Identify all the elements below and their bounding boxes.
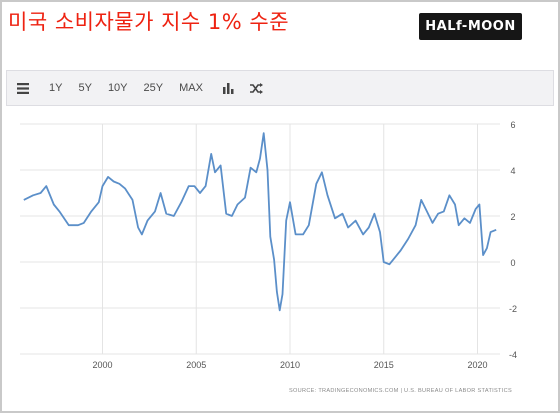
- y-tick-label: 0: [510, 258, 515, 268]
- channel-logo: HALf-MOON: [419, 13, 522, 40]
- y-tick-label: 6: [510, 120, 515, 130]
- range-1y-button[interactable]: 1Y: [49, 82, 63, 94]
- x-tick-label: 2005: [186, 360, 206, 370]
- range-max-button[interactable]: MAX: [179, 82, 203, 94]
- range-25y-button[interactable]: 25Y: [143, 82, 164, 94]
- menu-icon[interactable]: [11, 76, 35, 100]
- y-tick-label: 2: [510, 212, 515, 222]
- source-note: SOURCE: TRADINGECONOMICS.COM | U.S. BURE…: [289, 388, 512, 394]
- x-tick-label: 2000: [92, 360, 112, 370]
- page-title: 미국 소비자물가 지수 1% 수준: [8, 10, 290, 34]
- bar-chart-icon[interactable]: [217, 76, 241, 100]
- range-10y-button[interactable]: 10Y: [107, 82, 128, 94]
- y-tick-label: -4: [509, 350, 517, 360]
- x-tick-label: 2020: [467, 360, 487, 370]
- x-tick-label: 2010: [280, 360, 300, 370]
- chart-area: 6 4 2 0 -2 -4 2000 2005 2010 2015 2020 SOURCE: TRAD…: [0, 108, 560, 408]
- y-tick-label: 4: [510, 166, 515, 176]
- cpi-series-line: [23, 132, 497, 312]
- range-5y-button[interactable]: 5Y: [78, 82, 92, 94]
- y-tick-label: -2: [509, 304, 517, 314]
- shuffle-icon[interactable]: [245, 76, 269, 100]
- cpi-line-chart: 6 4 2 0 -2 -4 2000 2005 2010 2015 2020 SOURCE: TRAD…: [20, 120, 517, 394]
- x-tick-label: 2015: [374, 360, 394, 370]
- chart-toolbar: 1Y 5Y 10Y 25Y MAX: [6, 70, 554, 106]
